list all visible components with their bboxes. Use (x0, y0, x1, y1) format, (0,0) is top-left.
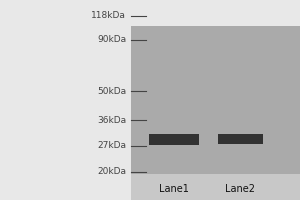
Bar (218, 134, 262, 144)
Text: 90kDa: 90kDa (97, 35, 126, 44)
Text: 118kDa: 118kDa (91, 11, 126, 21)
Text: 50kDa: 50kDa (97, 87, 126, 96)
Bar (130, 174, 300, 200)
Bar (149, 134, 199, 145)
Text: Lane2: Lane2 (225, 184, 255, 194)
Text: 36kDa: 36kDa (97, 116, 126, 125)
Text: 27kDa: 27kDa (97, 141, 126, 150)
Text: Lane1: Lane1 (159, 184, 189, 194)
Bar (130, 26, 300, 200)
Text: 20kDa: 20kDa (97, 168, 126, 176)
